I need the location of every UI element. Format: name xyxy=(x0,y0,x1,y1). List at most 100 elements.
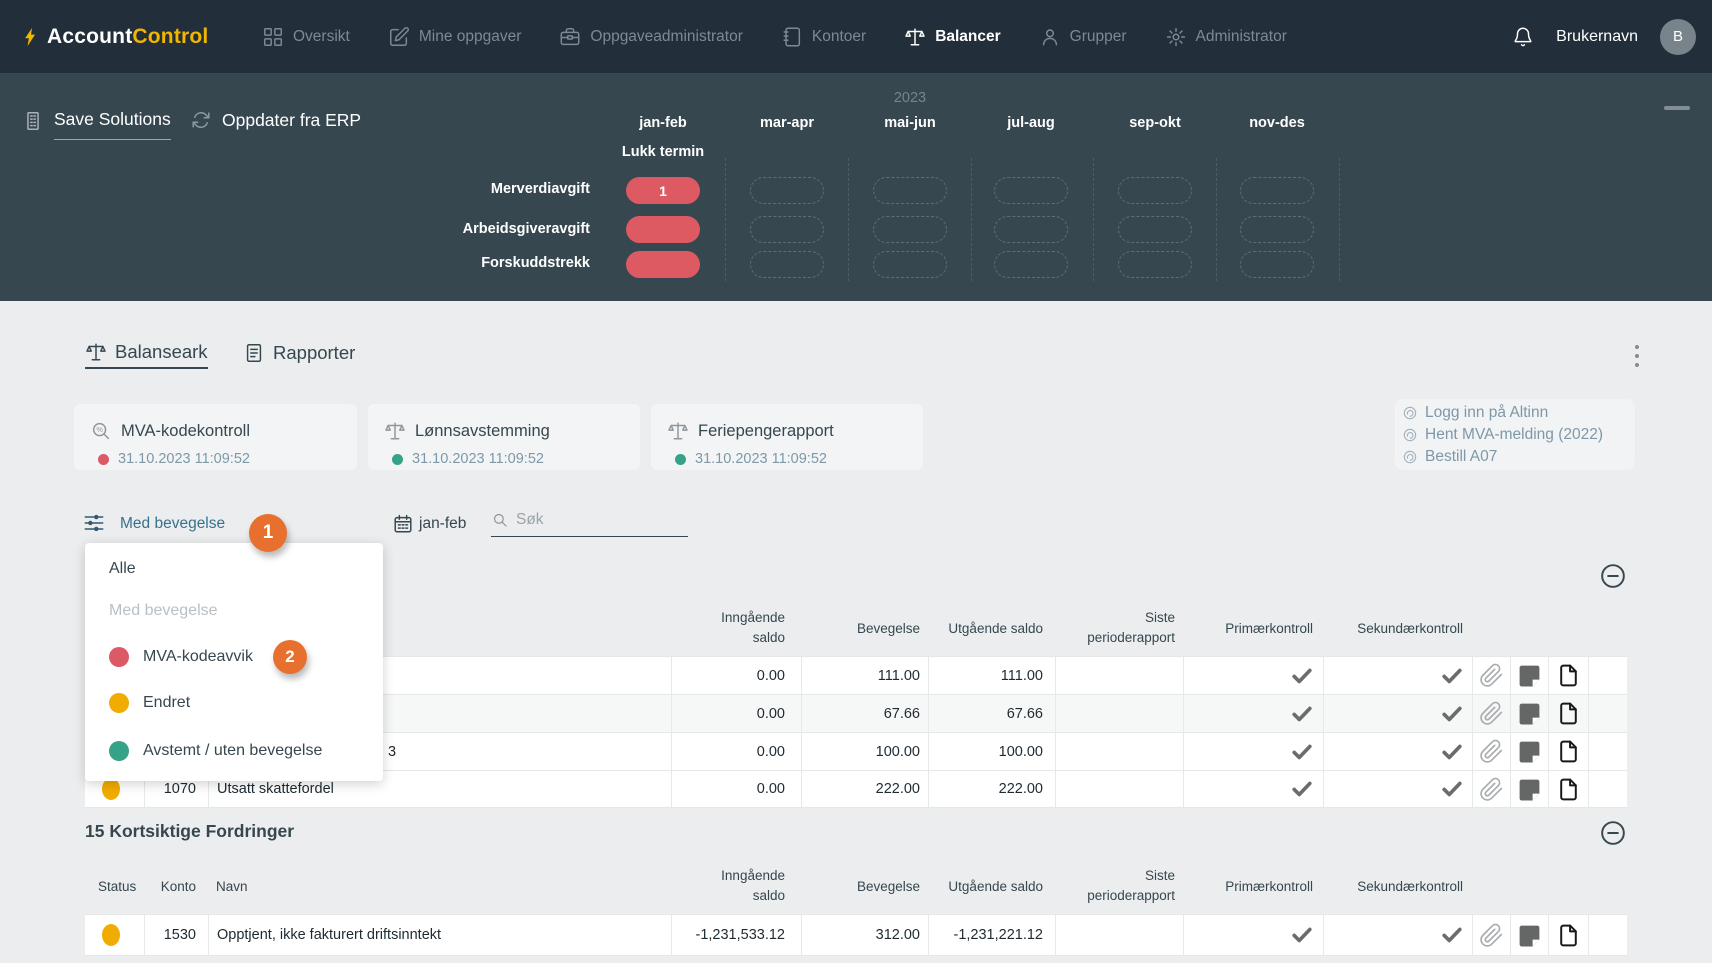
nav-item-oversikt[interactable]: Oversikt xyxy=(262,26,350,48)
header-bevegelse: Bevegelse xyxy=(856,620,920,636)
term-pill-mva-mar-apr[interactable] xyxy=(750,177,824,204)
note-icon[interactable] xyxy=(1517,777,1542,802)
row-label-merverdiavgift: Merverdiavgift xyxy=(490,181,590,197)
term-pill-aga-mai-jun[interactable] xyxy=(873,216,947,243)
paperclip-icon[interactable] xyxy=(1479,701,1504,726)
primary-check-icon[interactable] xyxy=(1291,665,1313,687)
term-pill-mva-nov-des[interactable] xyxy=(1240,177,1314,204)
avatar[interactable]: B xyxy=(1660,18,1696,55)
collapse-header-button[interactable] xyxy=(1664,106,1690,110)
dropdown-item-endret[interactable]: Endret xyxy=(109,692,190,714)
ledger-icon xyxy=(781,26,803,48)
brand-control: Control xyxy=(132,24,209,48)
term-pill-aga-sep-okt[interactable] xyxy=(1118,216,1192,243)
secondary-check-icon[interactable] xyxy=(1441,778,1463,800)
close-term-label: Lukk termin xyxy=(621,144,705,160)
dropdown-item-alle[interactable]: Alle xyxy=(109,560,136,577)
cell-inngaende: 0.00 xyxy=(671,695,801,732)
term-pill-aga-jul-aug[interactable] xyxy=(994,216,1068,243)
paperclip-icon[interactable] xyxy=(1479,663,1504,688)
primary-check-icon[interactable] xyxy=(1291,741,1313,763)
term-pill-mva-jul-aug[interactable] xyxy=(994,177,1068,204)
sliders-filter-icon[interactable] xyxy=(83,512,105,534)
more-options-button[interactable] xyxy=(1630,345,1644,373)
scales-icon xyxy=(667,420,689,442)
link-hent-mva-melding[interactable]: Hent MVA-melding (2022) xyxy=(1402,424,1635,446)
term-pill-aga-nov-des[interactable] xyxy=(1240,216,1314,243)
document-icon[interactable] xyxy=(1556,777,1581,802)
nav-item-grupper[interactable]: Grupper xyxy=(1039,26,1127,48)
search-input[interactable] xyxy=(516,511,676,529)
primary-check-icon[interactable] xyxy=(1291,778,1313,800)
altinn-link-icon xyxy=(1402,405,1418,421)
note-icon[interactable] xyxy=(1517,739,1542,764)
document-icon[interactable] xyxy=(1556,739,1581,764)
status-filter-dropdown: Alle Med bevegelse MVA-kodeavvik Endret … xyxy=(85,543,383,781)
card-mva-kodekontroll[interactable]: MVA-kodekontroll 31.10.2023 11:09:52 xyxy=(74,404,357,470)
company-selector[interactable]: Save Solutions xyxy=(22,109,171,140)
app-logo[interactable]: AccountControl xyxy=(20,0,208,73)
primary-check-icon[interactable] xyxy=(1291,924,1313,946)
term-pill-forskudd-mar-apr[interactable] xyxy=(750,251,824,278)
secondary-check-icon[interactable] xyxy=(1441,741,1463,763)
term-pill-mva-mai-jun[interactable] xyxy=(873,177,947,204)
term-pill-forskudd-nov-des[interactable] xyxy=(1240,251,1314,278)
note-icon[interactable] xyxy=(1517,923,1542,948)
dropdown-item-avstemt[interactable]: Avstemt / uten bevegelse xyxy=(109,740,322,762)
nav-item-oppgaveadministrator[interactable]: Oppgaveadministrator xyxy=(559,26,743,48)
period-filter-button[interactable]: jan-feb xyxy=(392,513,466,535)
note-icon[interactable] xyxy=(1517,663,1542,688)
nav-item-mine-oppgaver[interactable]: Mine oppgaver xyxy=(388,26,521,48)
username-label[interactable]: Brukernavn xyxy=(1556,27,1638,45)
nav-item-administrator[interactable]: Administrator xyxy=(1165,26,1287,48)
card-feriepengerapport[interactable]: Feriepengerapport 31.10.2023 11:09:52 xyxy=(651,404,923,470)
term-pill-forskudd-jan-feb[interactable] xyxy=(626,251,700,278)
altinn-link-icon xyxy=(1402,427,1418,443)
status-dot-yellow xyxy=(109,693,129,713)
tab-balanseark[interactable]: Balanseark xyxy=(85,337,208,369)
paperclip-icon[interactable] xyxy=(1479,777,1504,802)
term-pill-aga-mar-apr[interactable] xyxy=(750,216,824,243)
term-pill-aga-jan-feb[interactable] xyxy=(626,216,700,243)
header-konto: Konto xyxy=(160,878,196,894)
dropdown-item-mva-kodeavvik[interactable]: MVA-kodeavvik xyxy=(109,646,253,668)
nav-item-kontoer[interactable]: Kontoer xyxy=(781,26,866,48)
paperclip-icon[interactable] xyxy=(1479,739,1504,764)
altinn-link-icon xyxy=(1402,449,1418,465)
term-pill-forskudd-mai-jun[interactable] xyxy=(873,251,947,278)
collapse-group-button[interactable] xyxy=(1600,563,1626,589)
bell-icon[interactable] xyxy=(1512,26,1534,48)
secondary-check-icon[interactable] xyxy=(1441,703,1463,725)
document-icon[interactable] xyxy=(1556,663,1581,688)
tab-rapporter[interactable]: Rapporter xyxy=(243,337,355,369)
dropdown-item-med-bevegelse[interactable]: Med bevegelse xyxy=(109,602,218,619)
term-pill-mva-jan-feb[interactable]: 1 xyxy=(626,177,700,204)
card-lonnsavstemming[interactable]: Lønnsavstemming 31.10.2023 11:09:52 xyxy=(368,404,640,470)
secondary-check-icon[interactable] xyxy=(1441,665,1463,687)
secondary-check-icon[interactable] xyxy=(1441,924,1463,946)
cell-utgaende: 111.00 xyxy=(928,657,1055,694)
note-icon[interactable] xyxy=(1517,701,1542,726)
link-logg-inn-altinn[interactable]: Logg inn på Altinn xyxy=(1402,402,1635,424)
term-pill-mva-sep-okt[interactable] xyxy=(1118,177,1192,204)
card-title: MVA-kodekontroll xyxy=(121,421,250,440)
cell-inngaende: -1,231,533.12 xyxy=(671,915,801,955)
collapse-group-button[interactable] xyxy=(1600,820,1626,846)
term-pill-forskudd-sep-okt[interactable] xyxy=(1118,251,1192,278)
link-bestill-a07[interactable]: Bestill A07 xyxy=(1402,446,1635,468)
paperclip-icon[interactable] xyxy=(1479,923,1504,948)
header-inngaende-saldo: Inngående saldo xyxy=(721,609,785,645)
primary-check-icon[interactable] xyxy=(1291,703,1313,725)
status-filter-button[interactable]: Med bevegelse xyxy=(120,515,226,532)
table-header-row: Status Konto Navn Inngående saldo Bevege… xyxy=(85,600,1627,656)
column-divider xyxy=(725,158,726,281)
main-content: Balanseark Rapporter MVA-kodekontroll 31… xyxy=(0,301,1712,963)
document-icon[interactable] xyxy=(1556,701,1581,726)
document-icon[interactable] xyxy=(1556,923,1581,948)
nav-item-balancer[interactable]: Balancer xyxy=(904,26,1001,48)
cell-bevegelse: 67.66 xyxy=(801,695,928,732)
term-pill-forskudd-jul-aug[interactable] xyxy=(994,251,1068,278)
header-bevegelse: Bevegelse xyxy=(856,878,920,894)
update-erp-button[interactable]: Oppdater fra ERP xyxy=(190,109,361,131)
scales-icon xyxy=(904,26,926,48)
